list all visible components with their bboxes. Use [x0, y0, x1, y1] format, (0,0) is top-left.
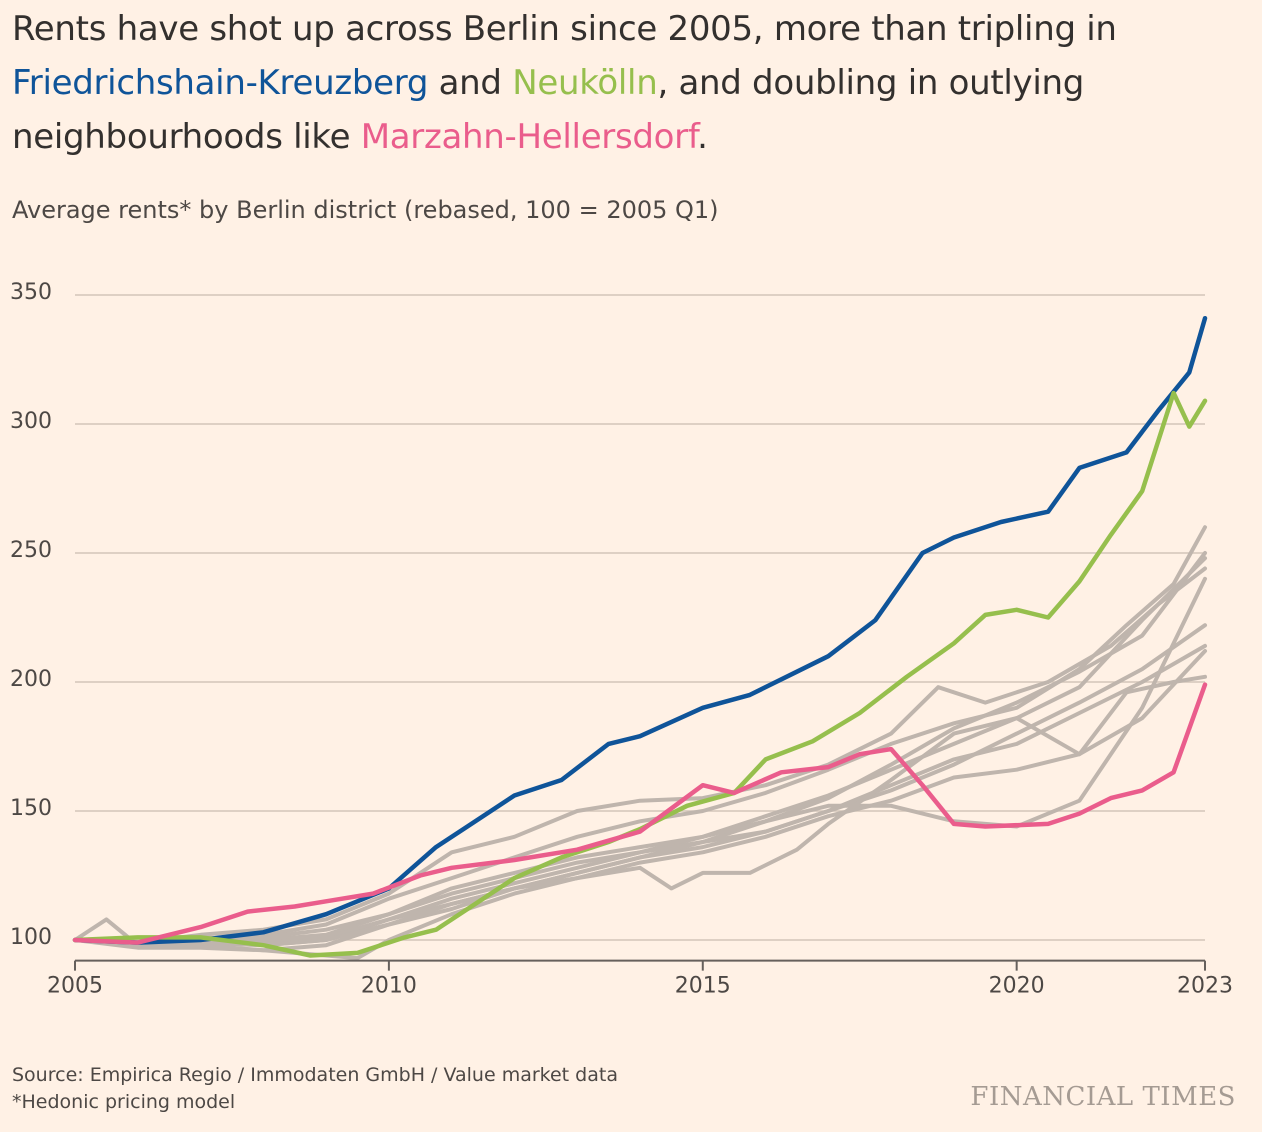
grid-lines: 100 150 200 250 300 350 [10, 280, 1205, 950]
series-line-marzahn-hellersdorf [72, 682, 1208, 945]
y-tick-label: 350 [10, 280, 52, 305]
headline-part-1: Rents have shot up across Berlin since 2… [12, 9, 1117, 49]
series-line-neuk-lln [72, 390, 1208, 958]
headline-part-2: and [428, 63, 513, 103]
ft-logo: FINANCIAL TIMES [970, 1082, 1236, 1112]
headline-part-3: , and doubling in outlying neighbourhood… [12, 63, 1085, 157]
y-tick-label: 250 [10, 538, 52, 563]
series-line-friedrichshain-kreuzberg [72, 315, 1208, 945]
method-note: *Hedonic pricing model [12, 1091, 236, 1113]
series-line-other-district-5 [73, 623, 1207, 948]
x-tick-label: 2005 [47, 974, 103, 999]
chart-subtitle: Average rents* by Berlin district (rebas… [12, 196, 719, 224]
series-line-other-district-8 [73, 576, 1207, 945]
y-tick-label: 150 [10, 796, 52, 821]
source-note: Source: Empirica Regio / Immodaten GmbH … [12, 1064, 618, 1086]
series-lines [72, 315, 1208, 961]
x-axis: 2005 2010 2015 2020 2023 [47, 959, 1233, 999]
line-chart: 100 150 200 250 300 350 2005 2010 2015 2020 2023 [10, 280, 1233, 999]
series-line-other-district-1 [73, 566, 1207, 945]
y-tick-label: 200 [10, 667, 52, 692]
x-tick-label: 2010 [361, 974, 417, 999]
y-tick-label: 100 [10, 925, 52, 950]
x-tick-label: 2015 [675, 974, 731, 999]
footer: Source: Empirica Regio / Immodaten GmbH … [12, 1062, 618, 1116]
headline-district-marzahn-hellersdorf: Marzahn-Hellersdorf [360, 117, 698, 157]
headline-district-neukolln: Neukölln [512, 63, 658, 103]
x-tick-label: 2020 [989, 974, 1045, 999]
headline-district-friedrichshain-kreuzberg: Friedrichshain-Kreuzberg [12, 63, 429, 103]
x-tick-label: 2023 [1177, 974, 1233, 999]
headline: Rents have shot up across Berlin since 2… [12, 2, 1212, 164]
y-tick-label: 300 [10, 409, 52, 434]
headline-part-4: . [697, 117, 708, 157]
series-line-other-district-4 [73, 551, 1207, 948]
